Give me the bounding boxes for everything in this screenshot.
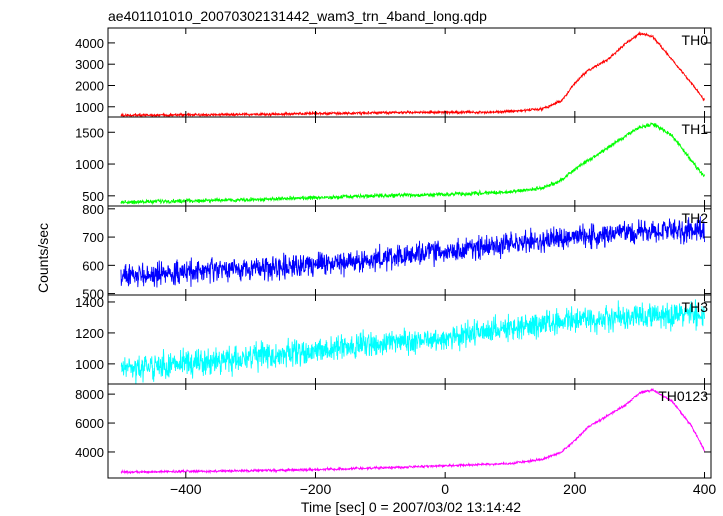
y-tick-label: 1500 [75, 125, 104, 140]
x-tick-label: 0 [441, 481, 449, 497]
panel-frame [107, 205, 712, 296]
panel-label-th0123: TH0123 [658, 388, 708, 404]
panel-th0: 1000 2000 3000 4000 TH0 [75, 27, 712, 118]
x-tick-label: −200 [300, 481, 332, 497]
series-line-th2 [120, 216, 705, 288]
series-line-th1 [120, 122, 705, 206]
y-tick-label: 1000 [75, 100, 104, 115]
x-axis-label: Time [sec] 0 = 2007/03/02 13:14:42 [301, 499, 521, 515]
y-tick-label: 800 [82, 202, 104, 217]
y-tick-label: 1200 [75, 326, 104, 341]
panel-label-th3: TH3 [682, 299, 709, 315]
y-tick-label: 700 [82, 230, 104, 245]
panel-frame [107, 116, 712, 207]
panel-label-th1: TH1 [682, 121, 709, 137]
panel-th3: 1000 1200 1400 TH3 [75, 294, 712, 385]
y-tick-label: 1400 [75, 295, 104, 310]
y-tick-label: 4000 [75, 445, 104, 460]
y-tick-label: 1000 [75, 157, 104, 172]
series-line-th3 [120, 299, 705, 384]
x-tick-label: 200 [563, 481, 587, 497]
y-tick-label: 500 [82, 189, 104, 204]
x-tick-label: −400 [170, 481, 202, 497]
panel-frame [107, 383, 712, 479]
y-tick-label: 8000 [75, 387, 104, 402]
y-tick-label: 500 [82, 287, 104, 302]
y-tick-label: 2000 [75, 78, 104, 93]
y-tick-label: 600 [82, 258, 104, 273]
panel-label-th2: TH2 [682, 210, 709, 226]
x-tick-label: 400 [693, 481, 717, 497]
y-tick-label: 4000 [75, 36, 104, 51]
panel-frame [107, 27, 712, 118]
panel-th2: 500 600 700 800 TH2 [82, 202, 712, 302]
series-line-th0 [120, 30, 705, 118]
series-line-th0123 [120, 387, 705, 475]
y-tick-label: 6000 [75, 416, 104, 431]
y-axis-label: Counts/sec [35, 223, 51, 293]
panel-th1: 500 1000 1500 TH1 [75, 116, 712, 207]
panel-th0123: 4000 6000 8000 TH0123 [75, 383, 712, 479]
panel-label-th0: TH0 [682, 32, 709, 48]
chart-title: ae401101010_20070302131442_wam3_trn_4ban… [108, 8, 487, 24]
y-tick-label: 3000 [75, 57, 104, 72]
y-tick-label: 1000 [75, 357, 104, 372]
